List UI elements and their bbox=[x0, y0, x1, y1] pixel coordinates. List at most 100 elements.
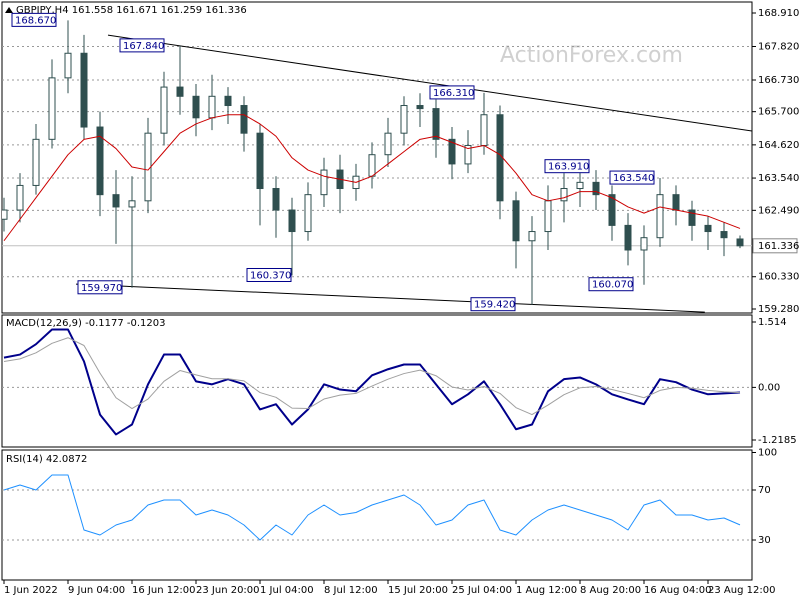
y-tick-label: -1.2185 bbox=[758, 435, 797, 446]
indicator-line bbox=[3, 328, 741, 436]
price-annotation: 159.420 bbox=[474, 300, 515, 311]
price-annotation: 160.370 bbox=[250, 270, 291, 281]
candle-body bbox=[272, 188, 280, 211]
x-tick-label: 8 Aug 20:00 bbox=[580, 585, 641, 596]
y-tick-label: 1.514 bbox=[758, 317, 787, 328]
candle-body bbox=[112, 194, 120, 208]
price-annotation: 163.910 bbox=[548, 162, 589, 173]
moving-average bbox=[3, 114, 741, 242]
x-tick-label: 23 Jun 20:00 bbox=[196, 585, 260, 596]
candle-body bbox=[592, 181, 600, 196]
candle-body bbox=[256, 132, 264, 190]
macd-title: MACD(12,26,9) -0.1177 -0.1203 bbox=[6, 318, 166, 329]
rsi-panel bbox=[1, 449, 753, 581]
panel-plot bbox=[2, 328, 752, 436]
price-annotation: 159.970 bbox=[81, 283, 122, 294]
candle-body bbox=[240, 105, 248, 134]
price-annotation-box bbox=[470, 297, 516, 312]
last-price-label: 161.336 bbox=[758, 241, 799, 252]
candle-body bbox=[384, 132, 392, 156]
candle-body bbox=[80, 52, 88, 128]
y-tick-label: 100 bbox=[758, 448, 777, 459]
candle-body bbox=[224, 95, 232, 107]
candle-body bbox=[304, 194, 312, 233]
y-tick-label: 70 bbox=[758, 485, 771, 496]
candle-body bbox=[624, 224, 632, 251]
x-tick-label: 15 Jul 20:00 bbox=[388, 585, 448, 596]
y-tick-label: 168.910 bbox=[758, 8, 799, 19]
x-tick-label: 8 Jul 12:00 bbox=[324, 585, 378, 596]
price-annotation-box bbox=[544, 159, 590, 174]
price-annotation: 163.540 bbox=[613, 173, 654, 184]
panel-icon bbox=[5, 7, 13, 13]
panel-plot bbox=[2, 20, 752, 313]
trendline bbox=[107, 34, 752, 132]
candle-body bbox=[480, 114, 488, 146]
candle-body bbox=[608, 194, 616, 226]
candle-body bbox=[96, 126, 104, 196]
candle-body bbox=[560, 188, 568, 202]
candle-body bbox=[64, 52, 72, 79]
y-tick-label: 30 bbox=[758, 535, 771, 546]
y-tick-label: 159.280 bbox=[758, 304, 799, 315]
candle-body bbox=[176, 86, 184, 97]
x-tick-label: 9 Jun 04:00 bbox=[68, 585, 125, 596]
candle-body bbox=[208, 95, 216, 119]
y-tick-label: 162.490 bbox=[758, 205, 799, 216]
y-tick-label: 167.820 bbox=[758, 42, 799, 53]
candle-body bbox=[128, 200, 136, 208]
candle-body bbox=[528, 231, 536, 242]
rsi-title: RSI(14) 42.0872 bbox=[6, 454, 87, 465]
candle-body bbox=[576, 181, 584, 190]
candle-body bbox=[720, 231, 728, 239]
last-price-box bbox=[752, 238, 798, 254]
x-tick-label: 1 Jul 04:00 bbox=[260, 585, 314, 596]
panel-plot bbox=[2, 474, 752, 541]
candle-body bbox=[416, 105, 424, 110]
candle-body bbox=[704, 224, 712, 233]
candle-body bbox=[32, 138, 40, 186]
macd-panel bbox=[1, 314, 753, 448]
price-annotation-box bbox=[588, 277, 634, 292]
x-tick-label: 16 Aug 04:00 bbox=[644, 585, 711, 596]
chart-title: GBPJPY,H4 161.558 161.671 161.259 161.33… bbox=[16, 5, 247, 16]
y-tick-label: 164.620 bbox=[758, 140, 799, 151]
candle-body bbox=[192, 95, 200, 119]
price-annotation: 168.670 bbox=[15, 15, 56, 26]
indicator-line bbox=[3, 474, 741, 541]
price-annotation: 167.840 bbox=[123, 41, 164, 52]
x-tick-label: 1 Jun 2022 bbox=[4, 585, 58, 596]
y-tick-label: 163.540 bbox=[758, 173, 799, 184]
candle-body bbox=[368, 154, 376, 177]
price-annotation-box bbox=[429, 85, 475, 100]
indicator-line bbox=[3, 337, 741, 416]
candle-body bbox=[464, 144, 472, 165]
y-tick-label: 160.330 bbox=[758, 272, 799, 283]
candle-body bbox=[672, 194, 680, 211]
candle-body bbox=[656, 194, 664, 239]
candle-body bbox=[736, 238, 744, 247]
trendline bbox=[75, 283, 705, 313]
candle-body bbox=[432, 108, 440, 140]
candle-body bbox=[448, 138, 456, 165]
x-tick-label: 23 Aug 12:00 bbox=[708, 585, 775, 596]
candle-body bbox=[288, 209, 296, 233]
y-tick-label: 165.700 bbox=[758, 107, 799, 118]
candle-body bbox=[160, 86, 168, 134]
candle-body bbox=[512, 200, 520, 242]
candle-body bbox=[640, 237, 648, 251]
y-tick-label: 0.00 bbox=[758, 382, 780, 393]
watermark: ActionForex.com bbox=[500, 43, 683, 68]
price-annotation-box bbox=[246, 267, 292, 282]
candle-body bbox=[2, 209, 8, 220]
price-annotation: 166.310 bbox=[433, 88, 474, 99]
price-annotation-box bbox=[609, 170, 655, 185]
price-annotation-box bbox=[11, 12, 57, 27]
price-annotation-box bbox=[119, 38, 165, 53]
candle-body bbox=[16, 184, 24, 211]
price-panel bbox=[1, 1, 753, 314]
candle-body bbox=[48, 77, 56, 140]
candle-body bbox=[688, 209, 696, 226]
